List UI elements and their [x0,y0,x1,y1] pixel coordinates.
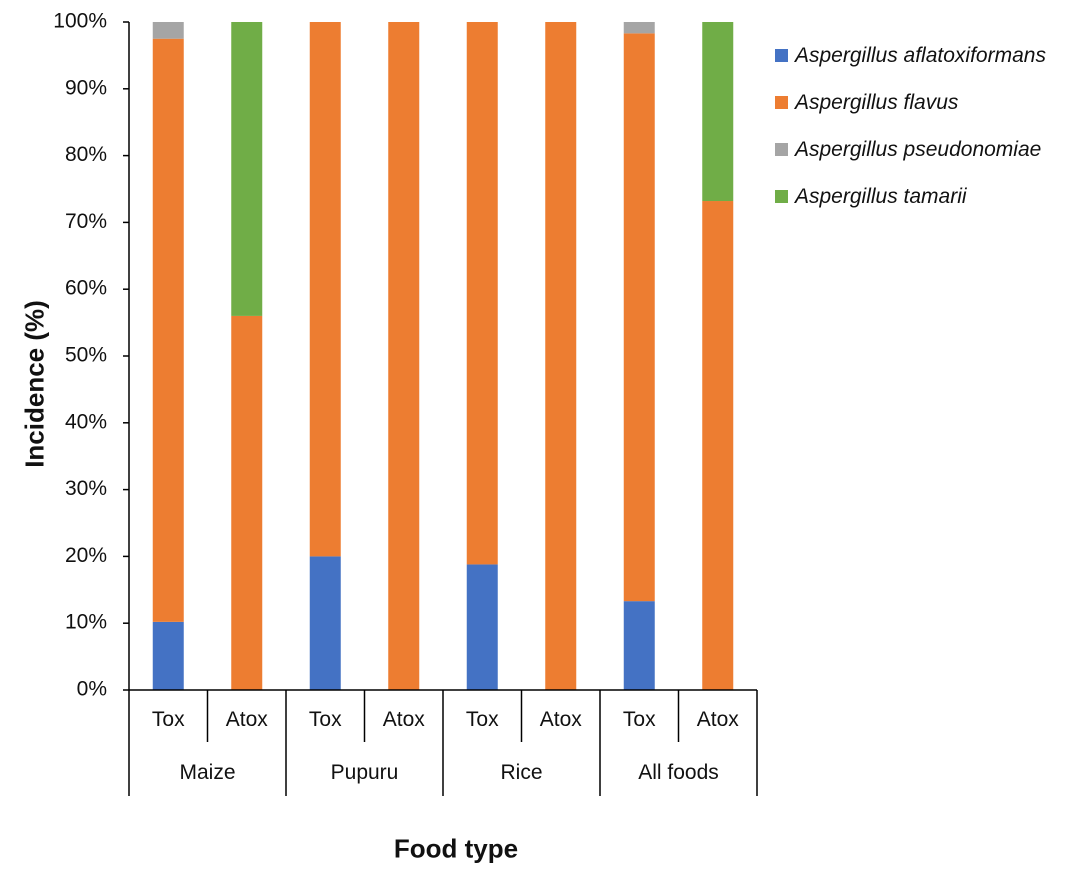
y-tick-label: 20% [65,544,107,567]
x-category-label: Atox [697,708,740,731]
x-category-label: Tox [466,708,499,731]
x-axis-label: Food type [393,833,519,864]
legend-swatch [775,143,788,156]
legend-item: Aspergillus tamarii [775,173,1046,220]
bar-segment-flavus [545,22,577,690]
bar-segment-flavus [388,22,420,690]
y-tick-label: 40% [65,410,107,433]
y-tick-label: 100% [53,10,107,33]
legend-label: Aspergillus flavus [795,90,959,114]
legend-item: Aspergillus pseudonomiae [775,126,1046,173]
bar-segment-aflatoxiformans [466,564,498,690]
bar-segment-flavus [466,22,498,565]
bar-segment-flavus [309,22,341,557]
x-category-label: Tox [152,708,185,731]
x-category-label: Tox [309,708,342,731]
bar-segment-aflatoxiformans [152,621,184,690]
x-category-label: Atox [383,708,426,731]
y-tick-label: 80% [65,143,107,166]
y-tick-label: 10% [65,611,107,634]
y-tick-label: 30% [65,477,107,500]
x-group-label: Rice [500,761,542,784]
y-tick-label: 60% [65,277,107,300]
y-tick-label: 90% [65,76,107,99]
legend: Aspergillus aflatoxiformans Aspergillus … [775,32,1046,220]
legend-item: Aspergillus flavus [775,79,1046,126]
y-tick-label: 50% [65,344,107,367]
legend-swatch [775,96,788,109]
y-tick-label: 70% [65,210,107,233]
bar-segment-tamarii [702,22,734,202]
legend-label: Aspergillus pseudonomiae [795,137,1042,161]
legend-swatch [775,190,788,203]
bar-segment-flavus [231,315,263,690]
legend-label: Aspergillus aflatoxiformans [795,43,1046,67]
x-group-label: Maize [179,761,235,784]
bar-segment-aflatoxiformans [309,556,341,690]
bar-segment-tamarii [231,22,263,316]
x-category-label: Atox [226,708,269,731]
y-tick-label: 0% [77,678,107,701]
bars-layer [152,22,734,690]
x-group-label: Pupuru [331,761,399,784]
legend-label: Aspergillus tamarii [795,184,967,208]
legend-item: Aspergillus aflatoxiformans [775,32,1046,79]
x-category-label: Atox [540,708,583,731]
bar-segment-pseudonomiae [152,22,184,39]
x-category-label: Tox [623,708,656,731]
y-axis-label: Incidence (%) [19,300,50,468]
bar-segment-flavus [702,201,734,690]
axes-layer: 0% 10% 20% 30% 40% 50% 60% 70% 80% 90% 100% Tox Atox… [53,10,758,796]
bar-segment-flavus [152,38,184,622]
x-group-label: All foods [638,761,719,784]
bar-segment-pseudonomiae [623,22,655,34]
bar-segment-flavus [623,33,655,602]
legend-swatch [775,49,788,62]
bar-segment-aflatoxiformans [623,601,655,690]
